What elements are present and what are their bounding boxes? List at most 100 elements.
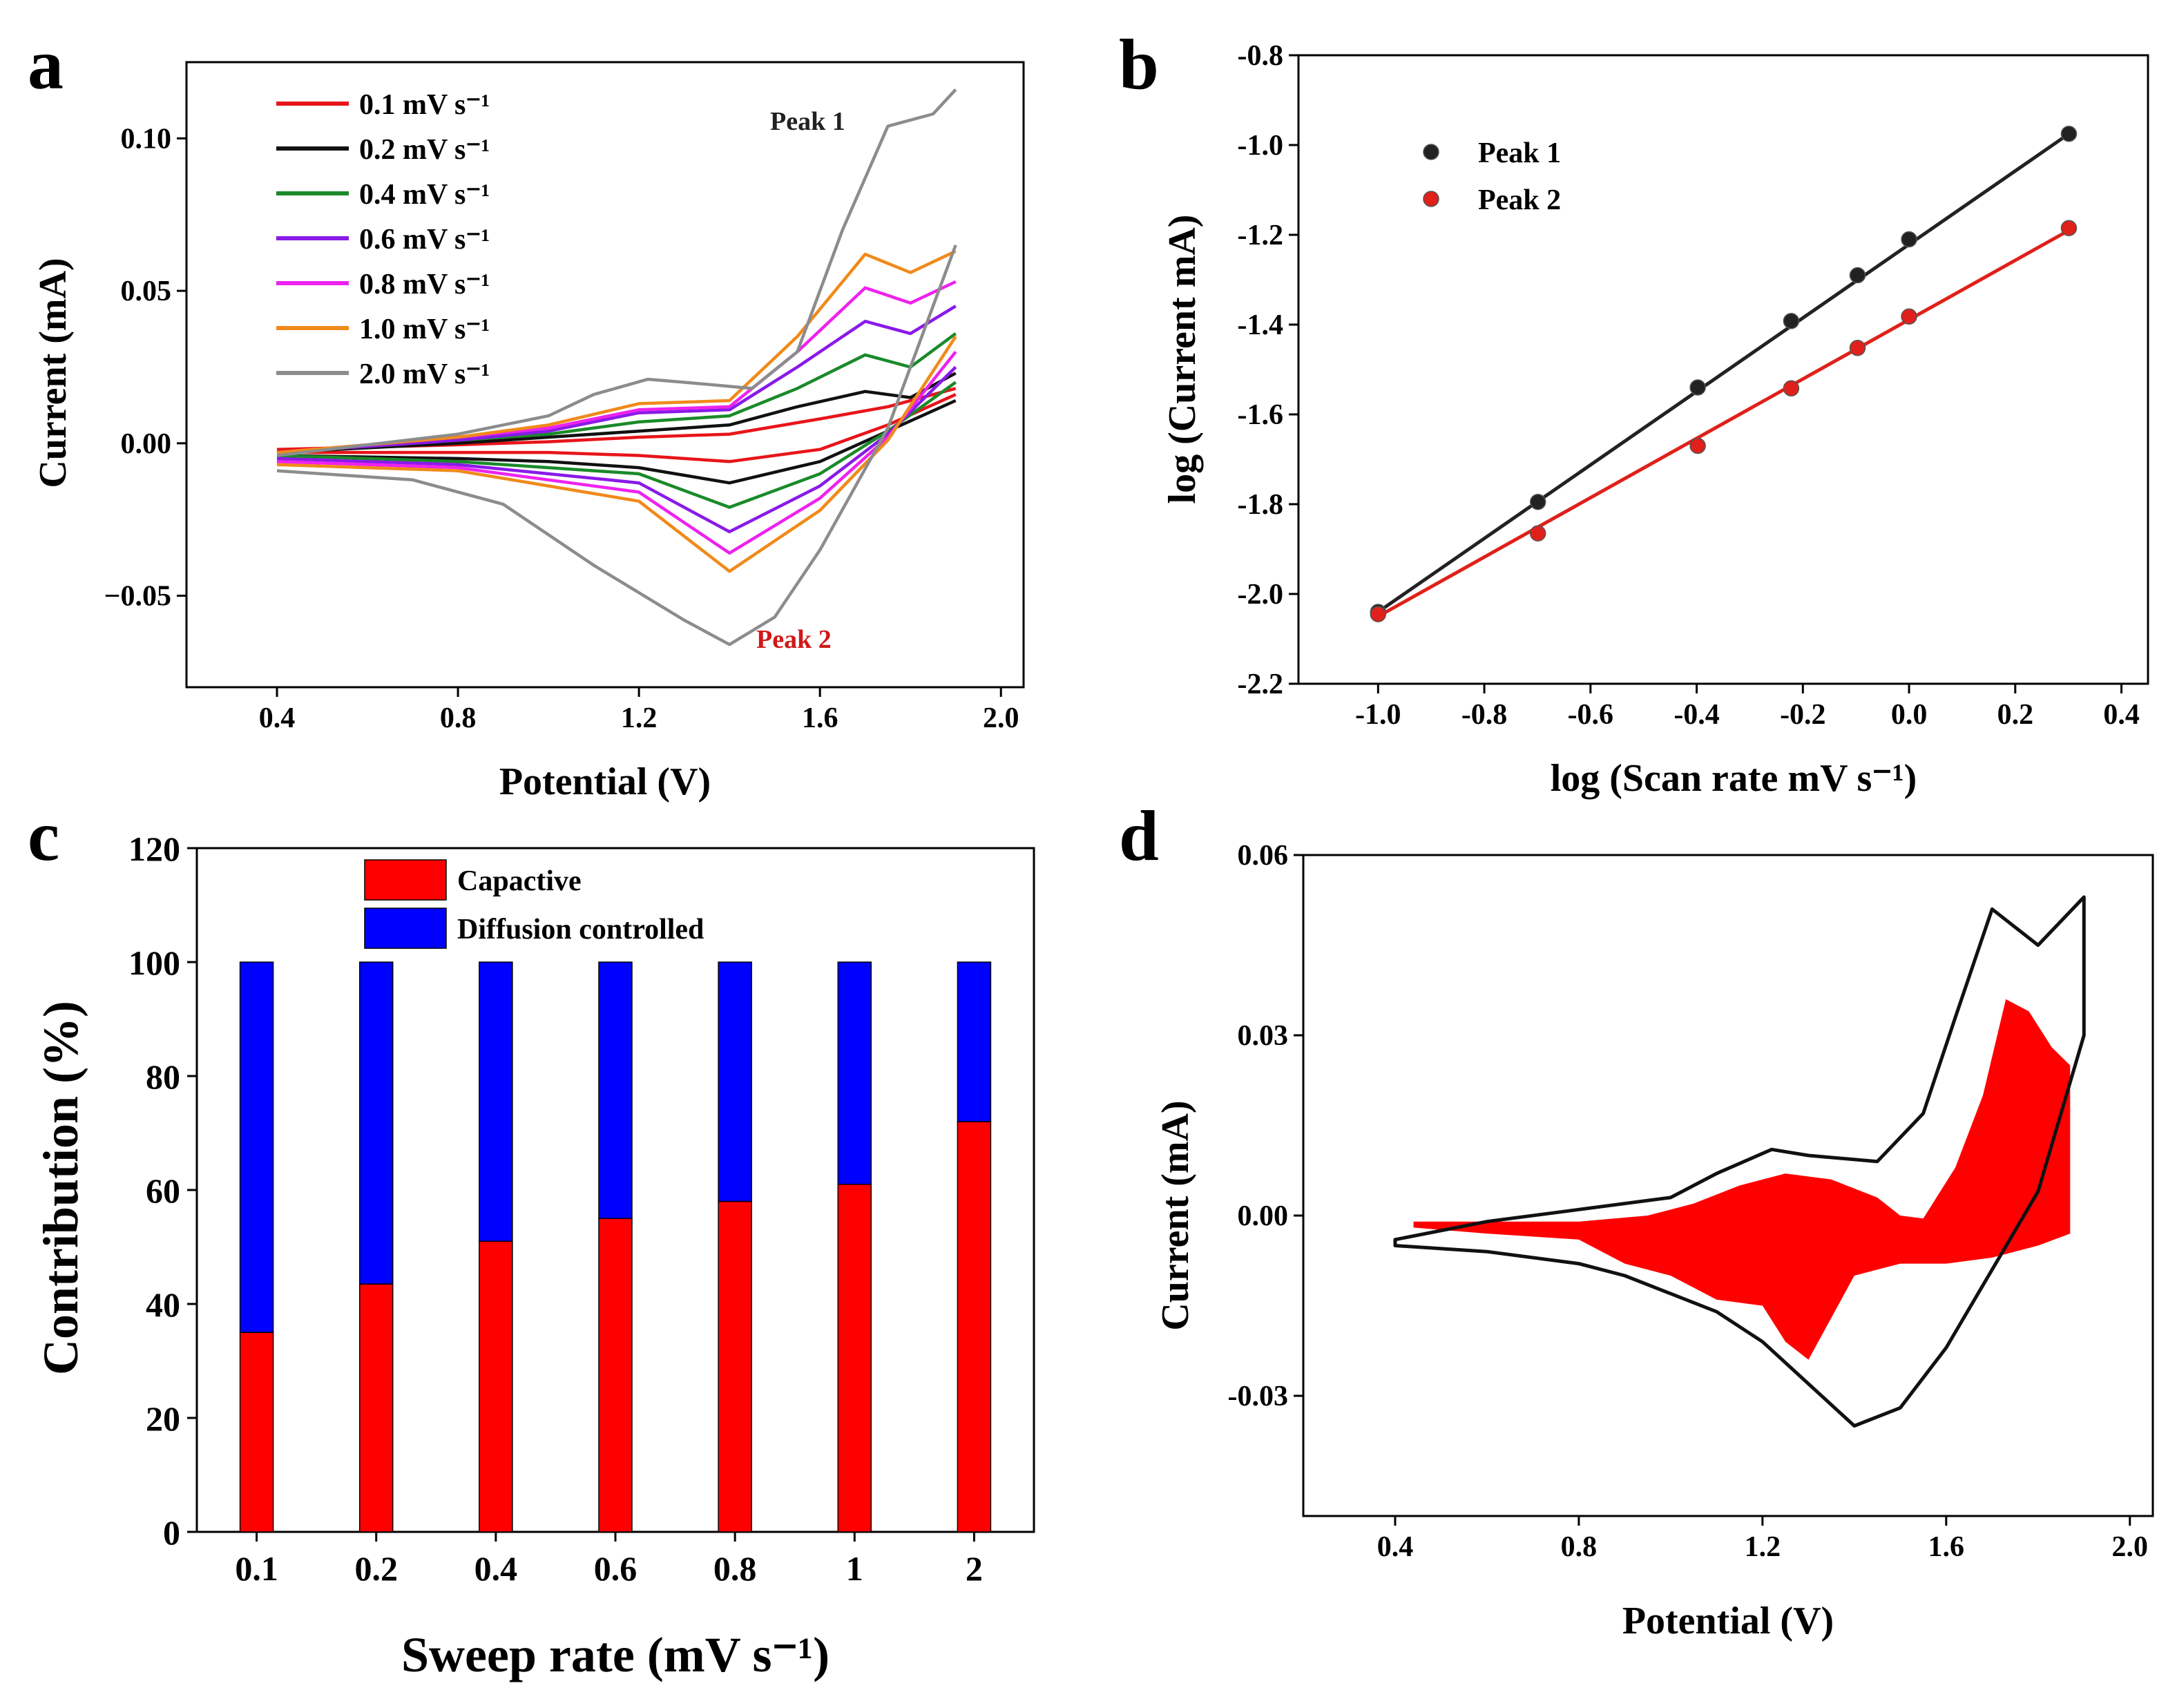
legend-swatch [364,908,447,949]
data-point [1529,525,1546,541]
x-tick-label: 0.4 [474,1549,518,1588]
y-tick-label: 0.10 [121,123,172,155]
x-tick-label: 1.2 [621,702,658,734]
legend-label: Peak 1 [1478,137,1561,169]
x-tick-label: -0.8 [1461,699,1508,731]
cv-curve-cathodic [276,336,957,573]
data-point [1849,267,1866,284]
bar-diffusion-controlled [957,961,992,1122]
y-tick-label: 0.00 [121,428,172,460]
panel-c-ticks: 0 20 40 60 80 100 120 0.1 0.2 0.4 0.6 0.8 1 2 [128,829,983,1588]
data-point [1370,606,1387,622]
panel-b-legend: Peak 1 Peak 2 [1423,137,1561,216]
panel-label-a: a [28,25,64,104]
y-tick-label: 0 [163,1513,180,1552]
bar-diffusion-controlled [479,961,513,1242]
cv-curve-cathodic [276,244,957,646]
x-tick-label: 1 [846,1549,863,1588]
y-tick-label: -1.0 [1238,130,1284,162]
cv-curve-cathodic [277,393,957,463]
cv-curve-cathodic [276,399,957,485]
bar-capactive [598,1218,633,1533]
y-tick-label: 0.06 [1238,840,1289,872]
panel-d-x-axis-label: Potential (V) [1622,1600,1834,1642]
panel-a-x-axis-label: Potential (V) [499,760,711,803]
y-tick-label: −0.05 [104,581,171,613]
panel-a-ticks: 0.4 0.8 1.2 1.6 2.0 −0.05 0.00 0.05 0.10 [104,123,1019,734]
x-tick-label: -1.0 [1355,699,1401,731]
y-tick-label: -0.03 [1228,1381,1289,1412]
legend-marker [1423,191,1439,207]
panel-a-y-axis-label: Current (mA) [32,258,75,488]
data-point [1783,313,1800,329]
legend-label: 0.8 mV s⁻¹ [359,269,490,300]
x-tick-label: -0.6 [1568,699,1614,731]
y-tick-label: 120 [128,829,180,868]
cv-curve-anodic [276,305,957,454]
y-tick-label: 100 [128,943,180,982]
panel-label-b: b [1119,25,1159,104]
bar-capactive [479,1240,513,1533]
data-point [2060,220,2078,236]
cv-curve-anodic [276,249,957,454]
data-point [1849,340,1866,356]
x-tick-label: 1.2 [1745,1531,1781,1563]
y-tick-label: -0.8 [1238,40,1284,72]
panel-b-x-axis-label: log (Scan rate mV s⁻¹) [1551,757,1917,800]
panel-a: a 0.4 0.8 1.2 1.6 2.0 −0.05 0.00 0.05 0.10 0.1 m… [28,25,1025,803]
cv-curve-cathodic [276,365,957,534]
legend-label: 1.0 mV s⁻¹ [359,314,490,345]
bar-diffusion-controlled [598,961,633,1219]
panel-b: b -1.0 -0.8 -0.6 -0.4 -0.2 0.0 0.2 0.4-2.2-2.0-… [1119,25,2149,800]
y-tick-label: -1.2 [1238,220,1284,251]
data-point [1689,437,1706,454]
y-tick-label: 80 [146,1057,180,1096]
bar-capactive [718,1200,752,1533]
panel-d: d 0.4 0.8 1.2 1.6 2.0 -0.03 0.00 0.03 0.06 Poten… [1119,796,2154,1642]
y-tick-label: 60 [146,1171,180,1210]
legend-label: 0.1 mV s⁻¹ [359,89,490,121]
legend-label: 2.0 mV s⁻¹ [359,358,490,390]
bar-diffusion-controlled [837,961,872,1185]
panel-d-frame [1302,854,2154,1517]
legend-label: Capactive [457,865,582,897]
x-tick-label: 2.0 [2112,1531,2149,1563]
x-tick-label: 0.6 [594,1549,637,1588]
y-tick-label: 40 [146,1285,180,1324]
y-tick-label: -1.6 [1238,399,1284,431]
panel-c-x-axis-label: Sweep rate (mV s⁻¹) [401,1627,829,1682]
panel-b-plot [1370,126,2078,622]
y-tick-label: -1.8 [1238,489,1284,521]
legend-label: Peak 2 [1478,184,1561,216]
y-tick-label: 0.03 [1238,1020,1289,1052]
legend-marker [1423,144,1439,160]
x-tick-label: 0.1 [235,1549,278,1588]
legend-swatch [364,859,447,901]
x-tick-label: 1.6 [1928,1531,1965,1563]
x-tick-label: -0.2 [1780,699,1826,731]
x-tick-label: 0.4 [2103,699,2140,731]
y-tick-label: 0.00 [1238,1200,1289,1232]
total-cv-curve [1393,895,2086,1428]
cv-curve-anodic [276,88,957,457]
bar-capactive [239,1332,274,1533]
x-tick-label: 0.8 [440,702,477,734]
cv-curve-anodic [276,372,957,454]
legend-label: 0.6 mV s⁻¹ [359,224,490,256]
panel-b-ticks: -1.0 -0.8 -0.6 -0.4 -0.2 0.0 0.2 0.4 -2.2 -2.0 -1.… [1238,40,2140,731]
panel-d-ticks: 0.4 0.8 1.2 1.6 2.0 -0.03 0.00 0.03 0.06 [1228,840,2149,1563]
bar-capactive [957,1121,992,1533]
panel-c: c 0 20 40 60 80 100 120 0.1 0.2 0.4 0.6 0.8 1 2 Capac… [28,796,1035,1682]
panel-b-frame [1297,54,2149,685]
bar-diffusion-controlled [358,961,394,1285]
panel-d-y-axis-label: Current (mA) [1154,1100,1197,1330]
y-tick-label: -2.0 [1238,579,1284,611]
data-point [1529,494,1546,510]
x-tick-label: 2.0 [983,702,1019,734]
y-tick-label: -1.4 [1238,309,1284,341]
fit-line [1377,229,2070,618]
data-point [1783,380,1800,397]
cv-curve-cathodic [276,381,957,509]
cv-curve-anodic [276,387,957,451]
